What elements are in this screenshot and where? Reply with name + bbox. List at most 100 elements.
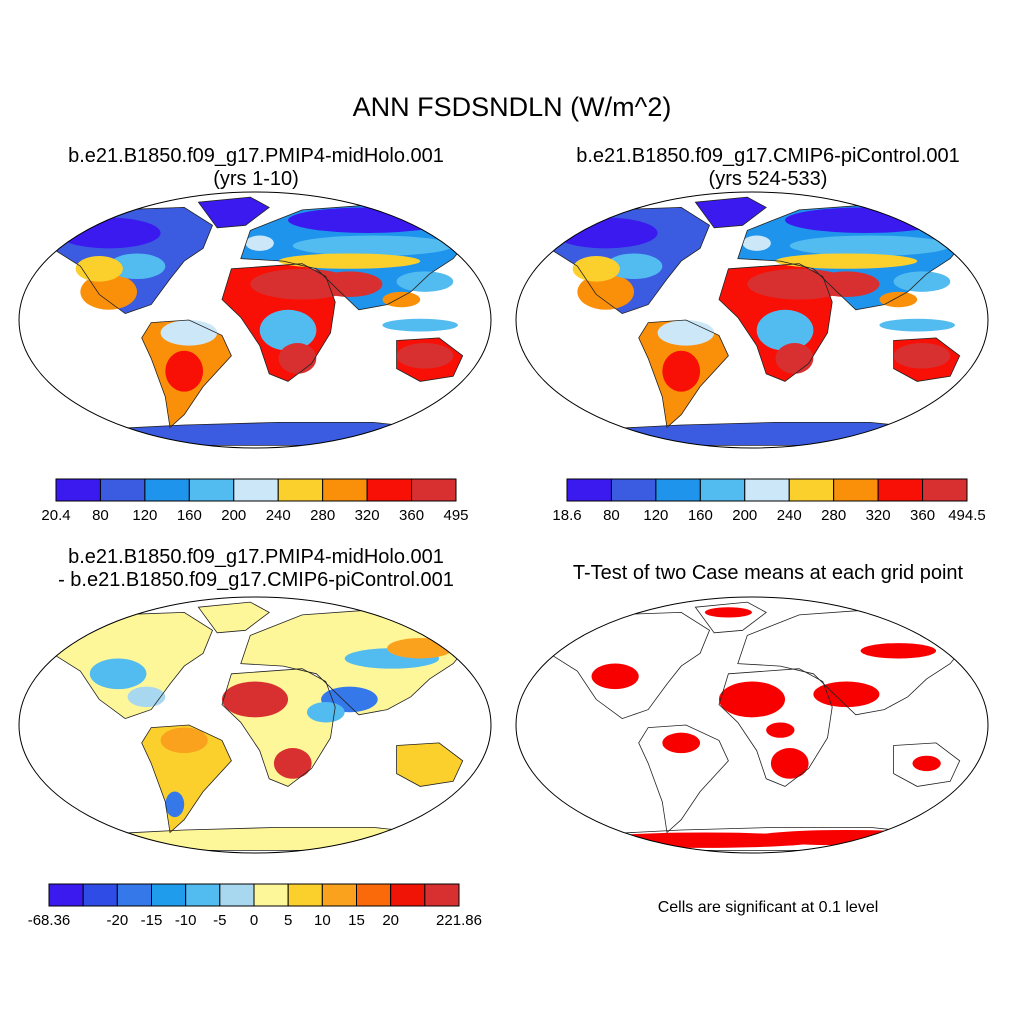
field-patch [75, 255, 123, 282]
coastline-samerica [638, 724, 729, 834]
field-patch [718, 681, 786, 718]
colorbar-box [411, 478, 457, 502]
ocean [516, 597, 988, 853]
colorbar-tick-label: -10 [175, 912, 197, 929]
colorbar-tick-label: 20.4 [41, 507, 70, 524]
colorbar-tick-label: 280 [310, 507, 335, 524]
colorbar-box [144, 478, 190, 502]
colorbar-box [253, 883, 289, 907]
field-patch [766, 722, 795, 738]
field-patch [165, 791, 185, 818]
field-patch [89, 658, 147, 690]
field-patch [382, 318, 458, 332]
colorbar-box [321, 883, 358, 907]
land-samerica [141, 725, 232, 833]
colorbar-box [424, 883, 460, 907]
field-patch [860, 643, 937, 659]
colorbar-tick-label: 5 [284, 912, 292, 929]
colorbar-tick-label: 10 [314, 912, 331, 929]
colorbar-box [48, 883, 84, 907]
colorbar-tick-label: 495 [443, 507, 468, 524]
field-patch [577, 273, 634, 310]
field-patch [756, 309, 814, 351]
colorbar-tick-label: 160 [688, 507, 713, 524]
colorbar-box [287, 883, 323, 907]
field-patch [108, 253, 166, 280]
field-patch [382, 291, 421, 308]
panel-title-line1: b.e21.B1850.f09_g17.PMIP4-midHolo.001 [68, 145, 444, 167]
field-patch [278, 253, 421, 269]
field-patch [704, 607, 753, 618]
field-patch [396, 271, 454, 292]
colorbar-box [188, 478, 235, 502]
colorbar-tick-label: 240 [266, 507, 291, 524]
colorbar-tick-label: 494.5 [948, 507, 986, 524]
field-patch [127, 686, 166, 708]
field-patch [80, 273, 137, 310]
field-patch [221, 681, 289, 718]
coastline-namerica [51, 611, 213, 720]
field-patch [879, 318, 955, 332]
colorbar-box [833, 478, 879, 502]
map-br [516, 597, 988, 853]
field-patch [553, 217, 658, 249]
field-patch [742, 235, 771, 251]
coastline-namerica [548, 206, 710, 315]
colorbar-tick-label: 120 [132, 507, 157, 524]
land-greenland [198, 602, 270, 633]
field-patch [306, 701, 345, 723]
colorbar-tick-label: 120 [643, 507, 668, 524]
field-patch [259, 309, 317, 351]
colorbar-box [566, 478, 612, 502]
field-patch [912, 755, 941, 772]
field-patch [292, 235, 454, 256]
colorbar-tick-label: -5 [213, 912, 226, 929]
coastline-eurasia [737, 204, 970, 311]
colorbar-box [356, 883, 392, 907]
map-tl [19, 192, 491, 448]
field-patch [879, 291, 918, 308]
colorbar-tick-label: 320 [866, 507, 891, 524]
colorbar-box [151, 883, 187, 907]
panel-title-line2: (yrs 524-533) [708, 168, 828, 190]
field-patch [893, 343, 951, 369]
map-bl [19, 597, 491, 853]
field-patch [789, 235, 951, 256]
coastline-namerica [548, 611, 710, 720]
map-border [515, 191, 989, 449]
coastline-eurasia [737, 609, 970, 716]
colorbar-bottom-left: -68.36 -20 -15 -10 -5 0 5 10 15 20 221.86 [28, 883, 482, 929]
colorbar-tick-label: 200 [221, 507, 246, 524]
field-patch [288, 207, 449, 233]
colorbar-tick-label: 200 [732, 507, 757, 524]
colorbar-box [185, 883, 221, 907]
field-patch [893, 271, 951, 292]
colorbar-box [99, 478, 146, 502]
panel-title-bottom-left: b.e21.B1850.f09_g17.PMIP4-midHolo.001 - … [0, 546, 512, 592]
colorbar-tick-label: 360 [910, 507, 935, 524]
coastline-namerica [51, 206, 213, 315]
colorbar-tick-label: -20 [106, 912, 128, 929]
coastline-greenland [197, 601, 270, 634]
coastline-greenland [197, 196, 270, 229]
land-greenland [695, 197, 767, 228]
colorbar-tick-label: 80 [603, 507, 620, 524]
colorbar-box [699, 478, 746, 502]
land-greenland [198, 197, 270, 228]
field-patch [752, 829, 941, 846]
field-patch [160, 727, 208, 754]
colorbar-box [116, 883, 153, 907]
colorbar-tick-label: 18.6 [552, 507, 581, 524]
field-patch [316, 271, 383, 297]
colorbar-top-left: 20.4 80 120 160 200 240 280 320 360 495 [41, 478, 469, 524]
coastline-samerica [141, 724, 232, 834]
colorbar-box [277, 478, 324, 502]
field-patch [572, 255, 620, 282]
field-patch [165, 350, 204, 392]
colorbar-box [322, 478, 368, 502]
field-patch [56, 217, 161, 249]
colorbar-tick-label: 0 [250, 912, 258, 929]
coastline-australia [396, 337, 464, 382]
field-patch [160, 320, 218, 346]
